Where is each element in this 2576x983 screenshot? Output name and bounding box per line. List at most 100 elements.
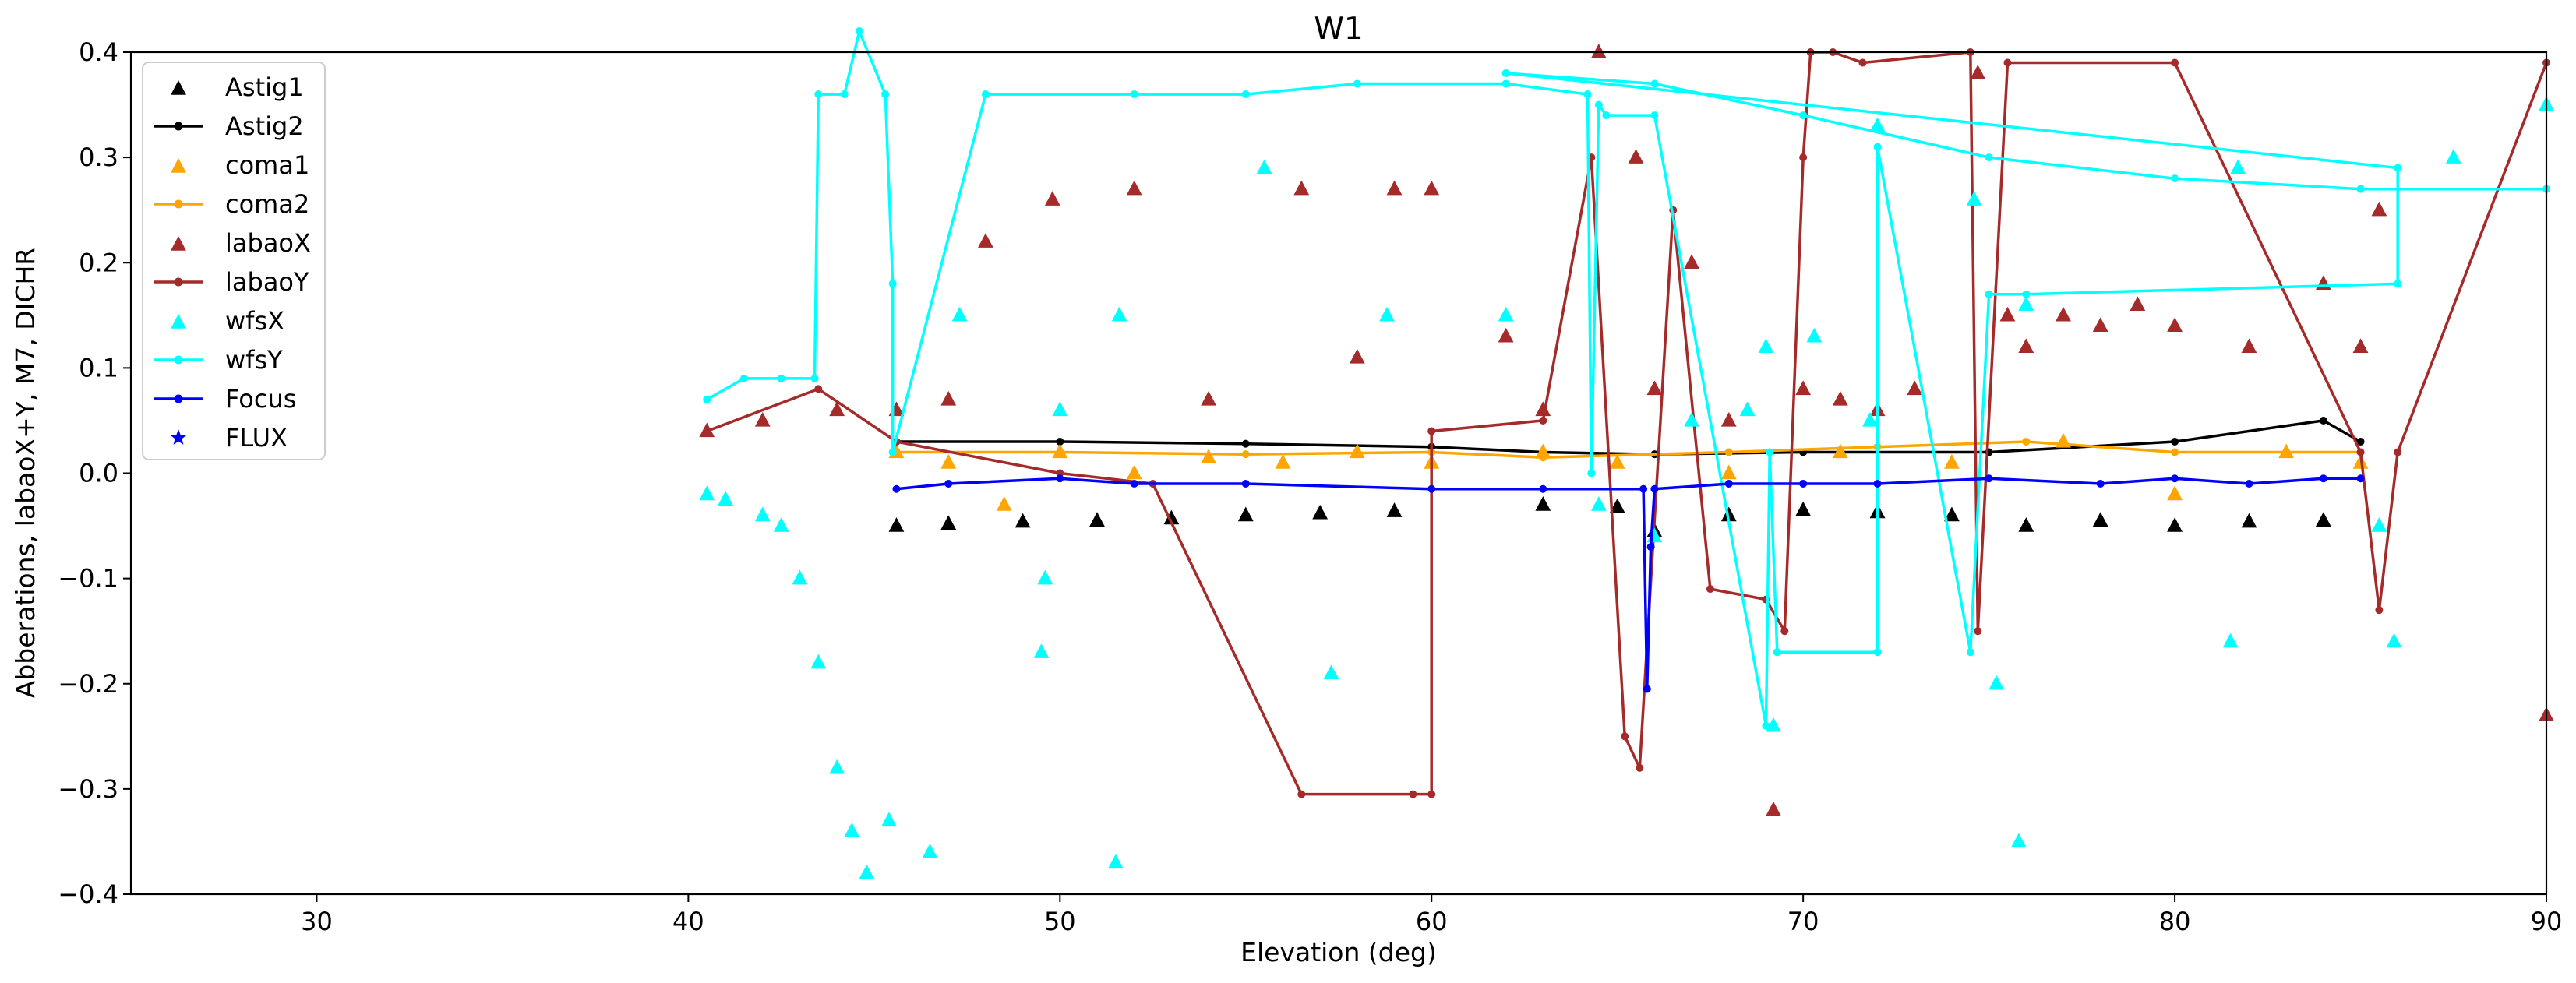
data-point [1602, 111, 1611, 120]
legend-label: Astig1 [225, 72, 304, 102]
data-point [777, 374, 785, 382]
series-layer [699, 26, 2554, 879]
data-point [1386, 180, 1403, 196]
data-point [1349, 348, 1365, 364]
data-point [1256, 159, 1272, 174]
data-point [1869, 117, 1886, 132]
data-point [1766, 801, 1781, 816]
data-point [2352, 338, 2369, 354]
data-point [1970, 65, 1986, 79]
legend-item-labaox: labaoX [171, 228, 311, 258]
data-point [1427, 484, 1436, 493]
legend-marker-swatch [174, 355, 183, 365]
data-point [2092, 512, 2108, 527]
legend-marker-swatch [174, 394, 183, 403]
data-point [1312, 504, 1329, 520]
legend-label: FLUX [225, 423, 288, 453]
data-point [2092, 317, 2108, 333]
data-point [888, 280, 897, 288]
y-tick-label: −0.2 [58, 669, 118, 699]
data-point [1966, 191, 1982, 206]
data-point [2375, 606, 2384, 615]
y-tick-label: 0.3 [79, 143, 118, 172]
data-point [1724, 448, 1733, 456]
y-tick-label: 0.4 [79, 37, 118, 67]
data-point [2315, 512, 2331, 527]
data-point [1056, 474, 1064, 483]
data-point [1349, 443, 1365, 459]
data-point [1201, 449, 1216, 463]
data-point [2171, 174, 2179, 183]
data-point [1237, 506, 1254, 522]
data-point [1201, 390, 1216, 406]
data-point [718, 491, 733, 506]
data-point [1621, 732, 1629, 741]
data-point [699, 485, 715, 501]
data-point [2167, 485, 2183, 501]
data-point [2356, 437, 2365, 446]
data-point [2356, 185, 2365, 193]
data-point [2096, 480, 2105, 488]
data-point [1056, 448, 1064, 456]
data-point [940, 390, 957, 406]
data-point [2022, 290, 2031, 298]
data-point [951, 306, 968, 322]
x-tick-label: 70 [1787, 907, 1819, 936]
data-point [1795, 501, 1812, 516]
data-point [2241, 338, 2257, 354]
data-point [1985, 153, 1993, 162]
data-point [1590, 44, 1607, 58]
data-point [1758, 338, 1774, 354]
legend-item-coma2: coma2 [154, 189, 309, 219]
data-point [1643, 685, 1651, 693]
data-point [1594, 100, 1603, 109]
x-axis: 30 40 50 60 70 80 90 [301, 894, 2562, 936]
data-point [1037, 569, 1053, 585]
data-point [1609, 498, 1625, 513]
series-wfsx [699, 96, 2554, 879]
legend-item-labaoy: labaoY [154, 267, 309, 297]
legend-marker-swatch [170, 429, 187, 445]
data-point [2018, 517, 2034, 532]
data-point [2056, 306, 2071, 322]
y-tick-label: 0.2 [79, 248, 118, 277]
y-axis: 0.4 0.3 0.2 0.1 0.0 −0.1 −0.2 −0.3 −0.4 [58, 37, 131, 909]
data-point [1126, 464, 1142, 480]
data-point [2010, 833, 2027, 848]
data-point [2394, 280, 2402, 288]
legend-label: coma2 [225, 189, 309, 219]
data-point [814, 90, 823, 99]
y-tick-label: −0.3 [58, 774, 118, 804]
data-point [829, 401, 845, 417]
data-point [1873, 648, 1882, 657]
legend-label: Astig2 [225, 111, 304, 141]
data-point [2319, 474, 2327, 483]
data-point [1089, 512, 1105, 527]
data-point [1386, 502, 1403, 517]
data-point [2230, 159, 2246, 174]
data-point [1052, 401, 1068, 417]
data-point [1862, 411, 1878, 427]
data-point [888, 517, 905, 532]
data-point [2386, 632, 2402, 648]
data-point [1323, 664, 1339, 679]
series-focus [892, 474, 2365, 693]
data-point [2394, 164, 2402, 172]
data-point [1799, 111, 1808, 120]
data-point [2171, 58, 2179, 67]
data-point [892, 484, 901, 493]
data-point [981, 90, 990, 99]
data-point [1684, 411, 1699, 427]
y-tick-label: −0.1 [58, 564, 118, 594]
data-point [922, 843, 938, 858]
data-point [1241, 90, 1250, 99]
data-point [1163, 509, 1180, 525]
x-tick-label: 30 [301, 907, 333, 936]
series-labaox [699, 44, 2554, 816]
data-point [1966, 648, 1974, 657]
data-point [1353, 79, 1361, 88]
data-point [888, 448, 897, 456]
legend-marker-swatch [171, 236, 186, 251]
data-point [2356, 474, 2365, 483]
data-point [1720, 464, 1737, 480]
